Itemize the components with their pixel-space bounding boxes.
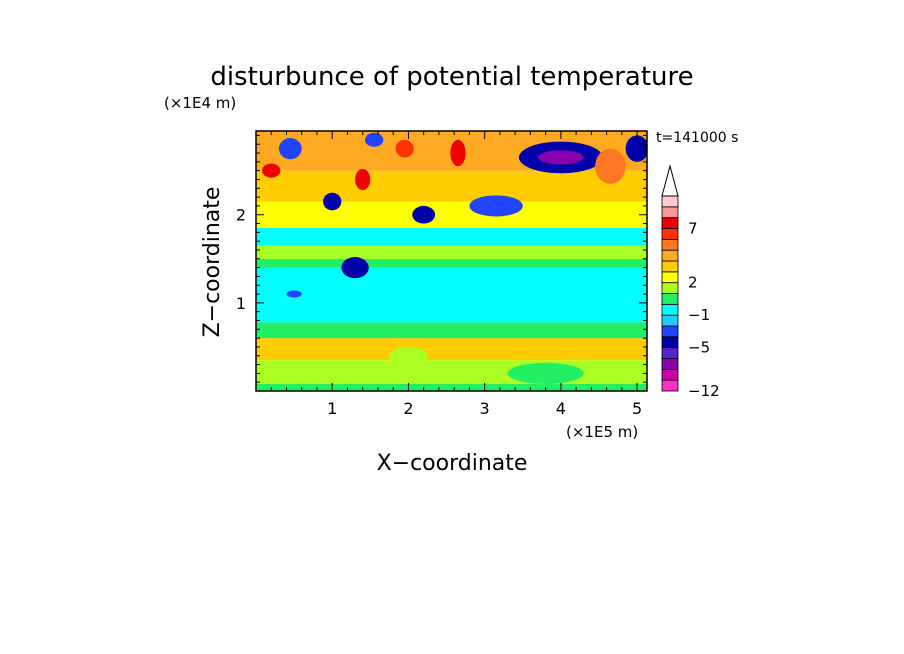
colorbar-swatch [661,195,679,208]
colorbar: 7 2 −1 −5 −12 [661,164,720,400]
field-feature [412,205,436,224]
colorbar-swatch [661,347,679,359]
field-feature [355,168,371,191]
field-band [256,360,647,384]
x-tick-label: 2 [403,399,413,418]
field-band [256,201,647,228]
x-tick-label: 5 [632,399,642,418]
field-band [256,258,647,268]
x-axis-label: X−coordinate [377,451,528,476]
colorbar-extend-arrow [661,164,679,197]
y-axis-label: Z−coordinate [200,187,225,338]
field-feature [395,139,414,158]
colorbar-swatch [661,358,679,370]
x-unit-label: (×1E5 m) [566,423,638,441]
field-feature [341,257,369,279]
colorbar-label: 7 [688,220,698,238]
field-band [256,227,647,246]
colorbar-swatch [661,206,679,219]
field-feature [389,346,428,365]
field-band [256,267,647,299]
colorbar-label: 2 [688,274,698,292]
colorbar-label: −12 [688,382,720,400]
colorbar-swatch [661,325,679,338]
field-band [256,322,647,339]
colorbar-swatch [661,260,679,273]
field-feature [364,132,384,147]
axes: 1 2 3 4 5 1 2 [236,130,648,418]
chart-title: disturbunce of potential temperature [210,62,693,92]
time-label: t=141000 s [656,130,738,146]
y-unit-label: (×1E4 m) [164,94,236,112]
colorbar-label: −5 [688,339,710,357]
field-feature [450,139,466,167]
y-tick-label: 1 [236,294,246,313]
field-feature [262,163,281,178]
colorbar-swatch [661,368,679,381]
y-tick-label: 2 [236,206,246,225]
contour-field [256,131,647,391]
field-band [256,338,647,361]
field-band [256,245,647,259]
field-feature [507,362,584,384]
colorbar-swatch [661,379,679,392]
plot-frame [255,130,648,392]
field-feature [595,148,626,184]
field-feature [278,138,302,160]
field-feature [286,290,302,298]
x-tick-label: 3 [480,399,490,418]
colorbar-swatch [661,228,679,240]
x-tick-label: 4 [556,399,566,418]
colorbar-swatch [661,238,679,251]
field-feature [323,192,342,211]
colorbar-swatch [661,282,679,294]
x-tick-label: 1 [327,399,337,418]
field-band [256,170,647,202]
field-feature [625,135,647,162]
field-band [256,298,647,323]
colorbar-swatch [661,271,679,284]
colorbar-swatch [661,217,679,229]
field-feature [538,150,584,165]
field-band [256,383,647,391]
colorbar-swatch [661,314,679,327]
field-feature [469,195,523,217]
colorbar-swatch [661,336,679,349]
colorbar-label: −1 [688,306,710,324]
colorbar-swatch [661,303,679,316]
colorbar-swatch [661,249,679,262]
colorbar-swatch [661,293,679,305]
